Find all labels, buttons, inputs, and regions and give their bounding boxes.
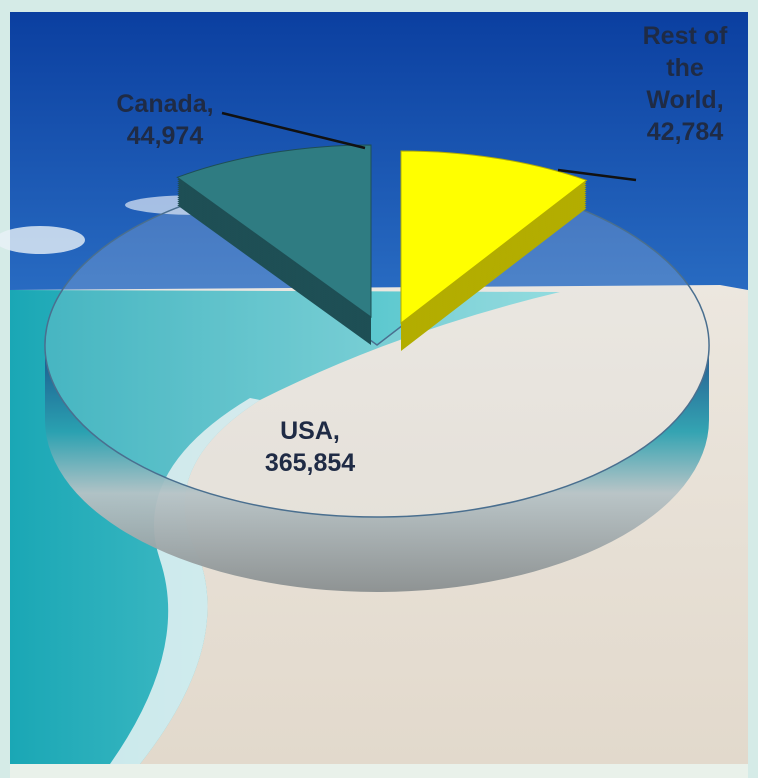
label-value: 365,854	[264, 449, 356, 477]
label-category: USA,	[280, 417, 340, 445]
slice	[44, 201, 710, 518]
slice	[400, 150, 588, 325]
sea	[10, 290, 560, 764]
cloud	[0, 226, 85, 254]
leader-line	[221, 111, 366, 150]
data-label: USA, 365,854	[220, 415, 400, 479]
label-value: 44,974	[126, 122, 204, 150]
slice-side	[45, 345, 709, 592]
leader-line	[557, 168, 637, 182]
label-value: 42,784	[646, 118, 724, 146]
data-label: Rest of the World, 42,784	[625, 20, 745, 148]
pie	[44, 111, 710, 592]
data-label: Canada, 44,974	[85, 88, 245, 152]
frame-bottom	[10, 764, 748, 778]
surf	[110, 398, 260, 764]
label-category: Canada,	[116, 90, 214, 118]
label-category: Rest of the World,	[642, 22, 728, 114]
